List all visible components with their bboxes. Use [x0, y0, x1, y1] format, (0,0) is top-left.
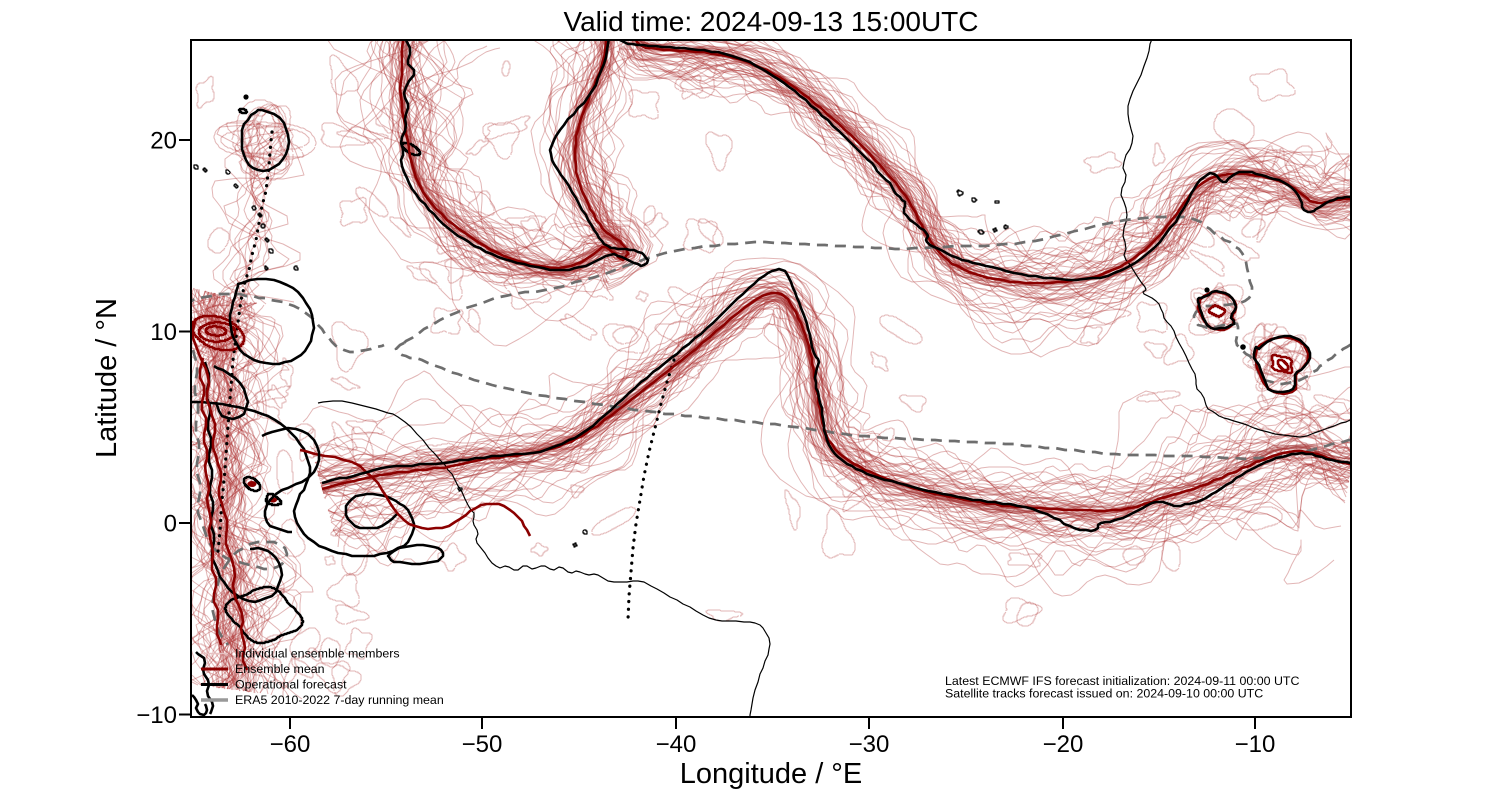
- svg-text:20: 20: [150, 128, 177, 155]
- svg-text:0: 0: [164, 511, 177, 538]
- svg-text:Latest ECMWF IFS forecast init: Latest ECMWF IFS forecast initialization…: [945, 674, 1299, 688]
- svg-text:Satellite tracks forecast issu: Satellite tracks forecast issued on: 202…: [945, 687, 1263, 701]
- svg-text:−10: −10: [136, 702, 177, 729]
- svg-text:−10: −10: [1235, 731, 1276, 758]
- svg-text:−40: −40: [656, 731, 697, 758]
- svg-text:−30: −30: [849, 731, 890, 758]
- svg-text:ERA5 2010-2022 7-day running m: ERA5 2010-2022 7-day running mean: [235, 693, 444, 707]
- svg-text:Valid time: 2024-09-13 15:00UT: Valid time: 2024-09-13 15:00UTC: [563, 6, 978, 37]
- svg-text:Latitude / °N: Latitude / °N: [91, 298, 123, 458]
- svg-text:Longitude / °E: Longitude / °E: [680, 758, 863, 790]
- svg-text:−50: −50: [462, 731, 503, 758]
- svg-text:Ensemble mean: Ensemble mean: [235, 662, 325, 676]
- svg-text:Individual ensemble members: Individual ensemble members: [235, 647, 400, 661]
- svg-text:−20: −20: [1043, 731, 1084, 758]
- svg-text:Operational forecast: Operational forecast: [235, 678, 347, 692]
- svg-text:10: 10: [150, 319, 177, 346]
- svg-text:−60: −60: [270, 731, 311, 758]
